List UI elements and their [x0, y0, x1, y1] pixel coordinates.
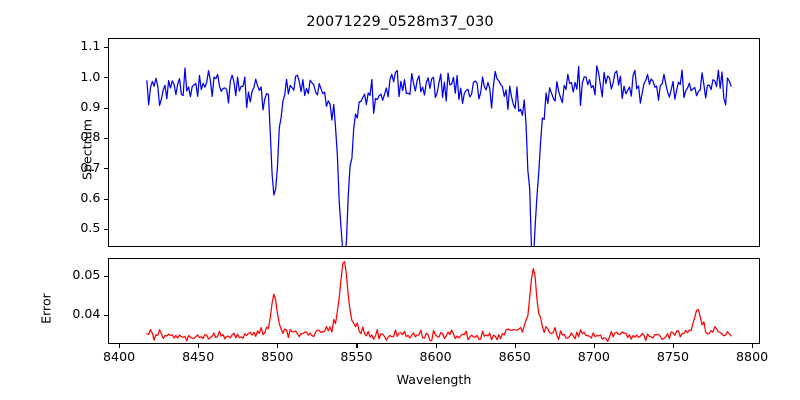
- spectrum-y-1-label: 1.0: [80, 68, 101, 84]
- x-tick-8750: [672, 344, 675, 348]
- spectrum-y-0.6-label: 0.6: [80, 189, 101, 205]
- error-line: [146, 260, 732, 343]
- error-y-0.05-label: 0.05: [72, 266, 101, 282]
- spectrum-y-0.8-label: 0.8: [80, 129, 101, 145]
- x-tick-label-8550: 8550: [340, 349, 373, 364]
- spectrum-y-1-tick: [104, 77, 108, 79]
- x-tick-8400: [119, 344, 121, 348]
- x-tick-8700: [593, 344, 595, 348]
- error-axes: [108, 258, 760, 344]
- figure-title: 20071229_0528m37_030: [306, 14, 494, 30]
- x-tick-8500: [277, 344, 279, 348]
- x-tick-label-8450: 8450: [182, 349, 215, 364]
- spectrum-y-0.9-label: 0.9: [80, 99, 101, 115]
- spectrum-y-0.7-tick: [104, 168, 108, 170]
- spectrum-axes: [108, 38, 760, 247]
- x-tick-label-8500: 8500: [261, 349, 294, 364]
- spectrum-y-0.5-label: 0.5: [80, 220, 101, 236]
- error-y-0.04-label: 0.04: [72, 306, 101, 322]
- x-tick-label-8400: 8400: [103, 349, 136, 364]
- x-tick-8550: [356, 344, 358, 348]
- x-tick-label-8800: 8800: [736, 349, 769, 364]
- spectrum-y-0.8-tick: [104, 137, 108, 140]
- spectrum-y-0.9-tick: [104, 107, 108, 109]
- spectrum-y-1.1-label: 1.1: [80, 38, 101, 54]
- spectrum-y-0.5-tick: [104, 228, 108, 230]
- spectrum-line: [146, 65, 732, 246]
- x-tick-label-8750: 8750: [656, 349, 689, 364]
- x-tick-8650: [514, 344, 516, 348]
- spectrum-plot-area: [146, 65, 732, 246]
- error-y-0.04-tick: [104, 314, 108, 316]
- x-axis-label: Wavelength: [396, 372, 472, 387]
- error-plot-area: [146, 260, 732, 343]
- spectrum-y-1.1-tick: [104, 47, 108, 49]
- spectrum-y-axis-label: Spectrum: [79, 118, 95, 181]
- error-y-0.05-tick: [104, 275, 108, 277]
- spectrum-y-0.6-tick: [104, 198, 108, 200]
- error-y-axis-label: Error: [38, 293, 54, 324]
- x-tick-label-8700: 8700: [577, 349, 610, 364]
- x-tick-8600: [435, 344, 437, 348]
- x-tick-8450: [198, 344, 200, 348]
- x-tick-8800: [752, 344, 754, 348]
- x-tick-label-8650: 8650: [498, 349, 531, 364]
- spectrum-y-0.7-label: 0.7: [80, 159, 101, 175]
- x-tick-label-8600: 8600: [419, 349, 452, 364]
